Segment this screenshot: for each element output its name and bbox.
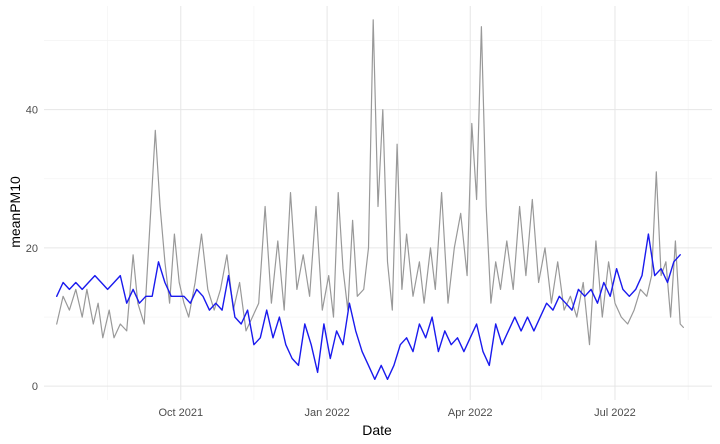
x-tick-label: Oct 2021 bbox=[158, 407, 203, 419]
y-tick-labels: 0 20 40 bbox=[26, 105, 38, 393]
x-tick-labels: Oct 2021 Jan 2022 Apr 2022 Jul 2022 bbox=[158, 407, 635, 419]
y-axis-title: meanPM10 bbox=[7, 176, 23, 248]
blue-series-line bbox=[56, 233, 681, 380]
x-tick-label: Jul 2022 bbox=[594, 407, 636, 419]
grey-series-line bbox=[56, 19, 684, 346]
major-gridlines bbox=[44, 6, 712, 400]
x-axis-title: Date bbox=[362, 422, 392, 438]
y-tick-label: 20 bbox=[26, 243, 38, 255]
x-tick-label: Jan 2022 bbox=[304, 407, 349, 419]
x-tick-label: Apr 2022 bbox=[448, 407, 493, 419]
y-tick-label: 40 bbox=[26, 105, 38, 117]
y-tick-label: 0 bbox=[32, 381, 38, 393]
series-layer bbox=[56, 19, 684, 380]
